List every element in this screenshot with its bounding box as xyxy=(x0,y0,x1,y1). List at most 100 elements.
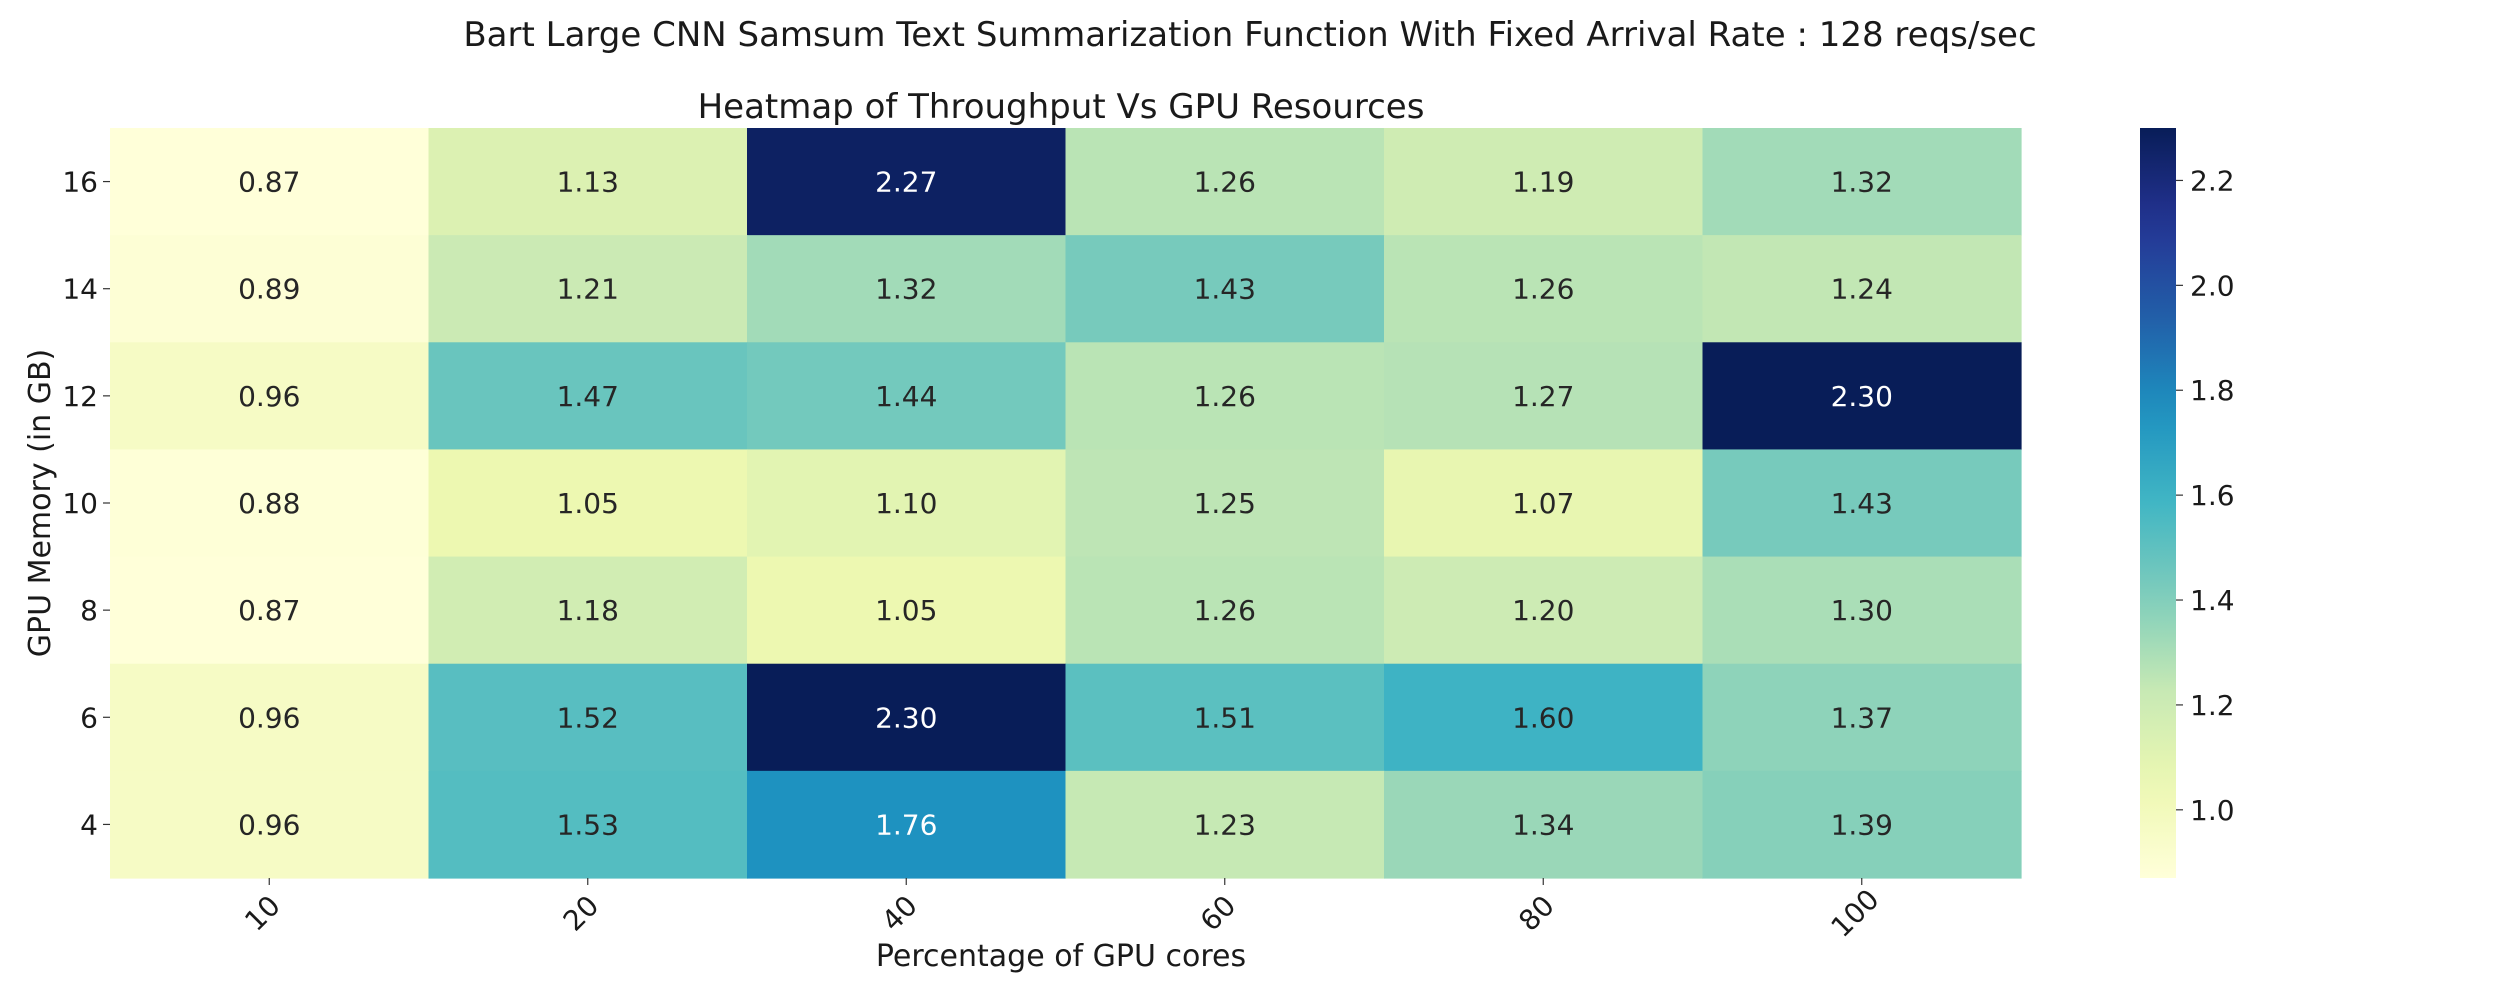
cell-value-label: 0.96 xyxy=(238,808,300,841)
cell-value-label: 1.19 xyxy=(1512,166,1574,199)
cell-value-label: 1.25 xyxy=(1194,487,1256,520)
cell-value-label: 1.32 xyxy=(875,273,937,306)
heatmap-cell xyxy=(1384,342,1704,451)
colorbar-tick-label: 1.6 xyxy=(2190,479,2235,512)
x-axis-label: Percentage of GPU cores xyxy=(876,939,1246,974)
heatmap-cell xyxy=(747,556,1067,665)
chart-title: Heatmap of Throughput Vs GPU Resources xyxy=(698,87,1425,127)
cell-value-label: 1.18 xyxy=(557,594,619,627)
y-tick-label: 8 xyxy=(80,594,98,627)
heatmap-cell xyxy=(1065,663,1385,772)
heatmap-cell xyxy=(428,342,748,451)
cell-value-label: 1.05 xyxy=(557,487,619,520)
heatmap-cell xyxy=(747,128,1067,236)
heatmap-cell xyxy=(747,663,1067,772)
cell-value-label: 1.37 xyxy=(1831,701,1893,734)
heatmap-cell xyxy=(747,342,1067,451)
y-tick-label: 6 xyxy=(80,701,98,734)
heatmap-cell xyxy=(1065,556,1385,665)
cell-value-label: 1.26 xyxy=(1512,273,1574,306)
cell-value-label: 1.26 xyxy=(1194,166,1256,199)
y-axis-label: GPU Memory (in GB) xyxy=(23,349,58,658)
heatmap-cell xyxy=(110,342,430,451)
heatmap-cell xyxy=(110,128,430,236)
heatmap-cell xyxy=(747,449,1067,558)
cell-value-label: 1.52 xyxy=(557,701,619,734)
cell-value-label: 1.23 xyxy=(1194,808,1256,841)
y-axis-ticks: 16 14 12 10 8 6 4 xyxy=(62,166,110,841)
colorbar-tick-label: 2.0 xyxy=(2190,269,2235,302)
cell-value-label: 1.44 xyxy=(875,380,937,413)
cell-value-label: 0.87 xyxy=(238,594,300,627)
colorbar-tick-label: 1.0 xyxy=(2190,794,2235,827)
heatmap-cell xyxy=(110,449,430,558)
heatmap-cell xyxy=(1065,128,1385,236)
x-tick-label: 20 xyxy=(557,889,606,938)
heatmap-cell xyxy=(428,128,748,236)
cell-value-label: 1.20 xyxy=(1512,594,1574,627)
heatmap-cell xyxy=(1702,556,2022,665)
cell-value-label: 1.43 xyxy=(1831,487,1893,520)
cell-value-label: 1.51 xyxy=(1194,701,1256,734)
heatmap-cell xyxy=(747,235,1067,343)
heatmap-cell xyxy=(1384,770,1704,879)
heatmap-cell xyxy=(1702,663,2022,772)
y-tick-label: 16 xyxy=(62,166,98,199)
heatmap-cell xyxy=(1384,235,1704,343)
cell-value-label: 1.05 xyxy=(875,594,937,627)
colorbar-tick-label: 1.8 xyxy=(2190,374,2235,407)
heatmap-cell xyxy=(1384,128,1704,236)
heatmap-cell xyxy=(1384,663,1704,772)
cell-value-label: 1.30 xyxy=(1831,594,1893,627)
cell-value-label: 2.30 xyxy=(875,701,937,734)
cell-value-label: 0.96 xyxy=(238,380,300,413)
cell-value-label: 1.32 xyxy=(1831,166,1893,199)
cell-value-label: 1.21 xyxy=(557,273,619,306)
x-tick-label: 60 xyxy=(1194,889,1243,938)
cell-value-label: 2.30 xyxy=(1831,380,1893,413)
chart-suptitle: Bart Large CNN Samsum Text Summarization… xyxy=(463,15,2036,55)
cell-value-label: 1.53 xyxy=(557,808,619,841)
y-tick-label: 10 xyxy=(62,487,98,520)
cell-value-label: 1.27 xyxy=(1512,380,1574,413)
cell-value-label: 0.89 xyxy=(238,273,300,306)
heatmap-cell xyxy=(1065,342,1385,451)
cell-value-label: 1.10 xyxy=(875,487,937,520)
x-tick-label: 80 xyxy=(1512,889,1561,938)
colorbar xyxy=(2140,128,2176,878)
cell-value-label: 2.27 xyxy=(875,166,937,199)
cell-value-label: 1.34 xyxy=(1512,808,1574,841)
heatmap-cell xyxy=(428,556,748,665)
cell-value-label: 1.26 xyxy=(1194,380,1256,413)
cell-value-label: 1.07 xyxy=(1512,487,1574,520)
cell-value-label: 1.43 xyxy=(1194,273,1256,306)
heatmap-cell xyxy=(110,770,430,879)
heatmap-cell xyxy=(1384,556,1704,665)
heatmap-cell xyxy=(1702,449,2022,558)
heatmap-cell xyxy=(1065,449,1385,558)
cell-value-label: 0.88 xyxy=(238,487,300,520)
x-tick-label: 100 xyxy=(1824,883,1885,944)
heatmap-cell xyxy=(747,770,1067,879)
cell-value-label: 1.26 xyxy=(1194,594,1256,627)
heatmap-cell xyxy=(428,770,748,879)
cell-value-label: 0.96 xyxy=(238,701,300,734)
colorbar-tick-label: 2.2 xyxy=(2190,164,2235,197)
heatmap-cells: 0.87 1.13 2.27 1.26 1.19 1.32 0.89 1.21 1.32 1.43… xyxy=(110,128,2022,879)
heatmap-cell xyxy=(1065,770,1385,879)
heatmap-cell xyxy=(1702,342,2022,451)
cell-value-label: 0.87 xyxy=(238,166,300,199)
y-tick-label: 12 xyxy=(62,380,98,413)
cell-value-label: 1.60 xyxy=(1512,701,1574,734)
heatmap-cell xyxy=(1384,449,1704,558)
heatmap-cell xyxy=(428,663,748,772)
cell-value-label: 1.47 xyxy=(557,380,619,413)
x-tick-label: 40 xyxy=(875,889,924,938)
heatmap-cell xyxy=(110,235,430,343)
cell-value-label: 1.76 xyxy=(875,808,937,841)
y-tick-label: 14 xyxy=(62,273,98,306)
heatmap-cell xyxy=(110,663,430,772)
heatmap-cell xyxy=(1702,235,2022,343)
heatmap-cell xyxy=(110,556,430,665)
